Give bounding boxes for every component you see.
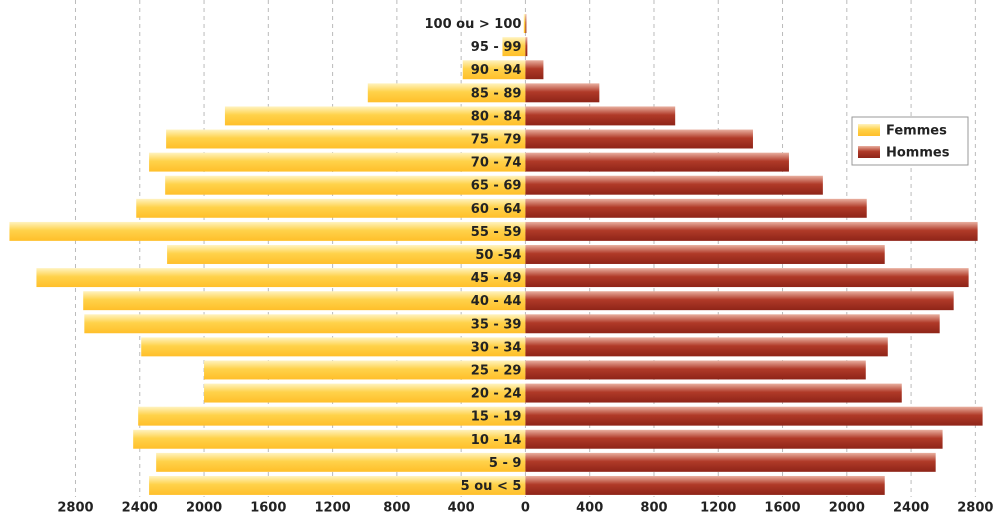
bar xyxy=(525,314,940,334)
category-label: 100 ou > 100 xyxy=(424,17,521,32)
bar xyxy=(149,475,526,495)
category-label: 40 - 44 xyxy=(471,294,522,309)
bar xyxy=(224,106,526,126)
bar xyxy=(525,360,866,380)
legend-label: Femmes xyxy=(886,124,947,139)
category-label: 55 - 59 xyxy=(471,225,522,240)
legend-swatch xyxy=(858,124,880,136)
bar xyxy=(525,83,600,103)
bar xyxy=(523,14,526,34)
bar xyxy=(525,37,528,57)
category-label: 30 - 34 xyxy=(471,340,522,355)
category-label: 50 -54 xyxy=(475,248,521,263)
x-tick-label: 800 xyxy=(640,501,667,516)
bar xyxy=(136,198,526,218)
bar xyxy=(525,60,544,80)
bar xyxy=(525,106,676,126)
x-tick-label: 800 xyxy=(383,501,410,516)
bar xyxy=(525,383,902,403)
x-tick-label: 1200 xyxy=(700,501,736,516)
category-label: 45 - 49 xyxy=(471,271,522,286)
bar xyxy=(204,383,526,403)
category-label: 60 - 64 xyxy=(471,202,522,217)
bar xyxy=(204,360,526,380)
x-tick-label: 2000 xyxy=(186,501,222,516)
bar xyxy=(525,152,789,172)
category-label: 65 - 69 xyxy=(471,179,522,194)
category-label: 90 - 94 xyxy=(471,63,522,78)
labels: 2800 2400 2000 1600 1200 800 400 0 400 800 1200 160… xyxy=(57,17,993,515)
x-tick-label: 400 xyxy=(576,501,603,516)
bar xyxy=(167,245,526,264)
category-label: 10 - 14 xyxy=(471,433,522,448)
category-label: 35 - 39 xyxy=(471,317,522,332)
bar xyxy=(525,198,867,218)
bar xyxy=(84,314,526,334)
bar xyxy=(525,221,978,241)
category-label: 15 - 19 xyxy=(471,410,522,425)
category-label: 20 - 24 xyxy=(471,387,522,402)
bar xyxy=(525,14,527,34)
x-tick-label: 1600 xyxy=(764,501,800,516)
x-tick-label: 2400 xyxy=(122,501,158,516)
bar xyxy=(525,175,823,195)
bar xyxy=(525,337,888,357)
x-tick-label: 400 xyxy=(448,501,475,516)
bar xyxy=(525,475,885,495)
bar xyxy=(9,221,526,241)
bar xyxy=(156,452,526,472)
bar xyxy=(502,37,526,57)
bar xyxy=(367,83,526,103)
bar xyxy=(525,268,969,288)
bar xyxy=(166,129,526,149)
bar xyxy=(165,175,526,195)
bar xyxy=(83,291,526,311)
bar xyxy=(141,337,526,357)
category-label: 80 - 84 xyxy=(471,109,522,124)
bar xyxy=(525,429,943,449)
x-tick-label: 1200 xyxy=(315,501,351,516)
category-label: 85 - 89 xyxy=(471,86,522,101)
category-label: 75 - 79 xyxy=(471,133,522,148)
category-label: 5 - 9 xyxy=(489,456,522,471)
bar xyxy=(36,268,526,288)
x-tick-label: 2800 xyxy=(57,501,93,516)
category-label: 5 ou < 5 xyxy=(461,479,522,494)
legend: Femmes Hommes xyxy=(851,116,969,166)
bar xyxy=(133,429,526,449)
x-tick-label: 1600 xyxy=(250,501,286,516)
x-tick-label: 2400 xyxy=(893,501,929,516)
bar xyxy=(525,452,936,472)
bar xyxy=(525,245,885,264)
x-tick-label: 0 xyxy=(521,501,530,516)
legend-label: Hommes xyxy=(886,146,950,161)
bar xyxy=(525,291,954,311)
category-label: 70 - 74 xyxy=(471,156,522,171)
legend-swatch xyxy=(858,146,880,158)
x-tick-label: 2000 xyxy=(829,501,865,516)
bar xyxy=(138,406,526,426)
bar xyxy=(462,60,526,80)
bar xyxy=(525,406,983,426)
category-label: 25 - 29 xyxy=(471,363,522,378)
bar xyxy=(525,129,753,149)
x-tick-label: 2800 xyxy=(957,501,993,516)
bars xyxy=(9,14,983,495)
bar xyxy=(149,152,526,172)
category-label: 95 - 99 xyxy=(471,40,522,55)
